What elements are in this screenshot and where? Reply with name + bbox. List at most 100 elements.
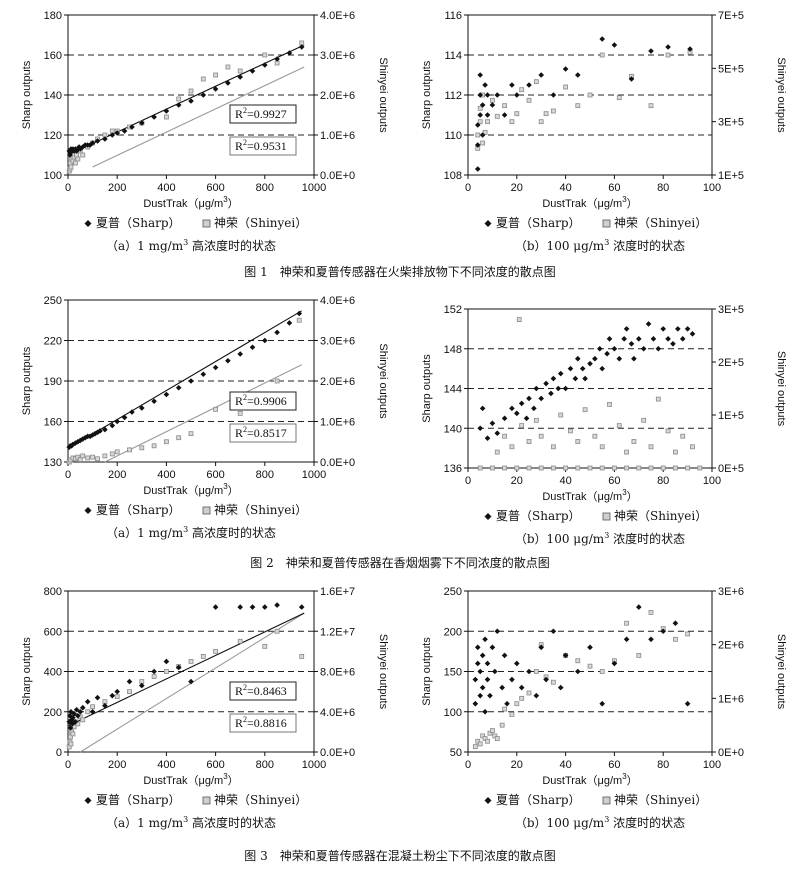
- sharp-point: [509, 405, 515, 412]
- shinyei-point: [655, 396, 661, 402]
- shinyei-point: [299, 654, 305, 659]
- y2-tick-label: 3E+6: [718, 586, 744, 598]
- shinyei-point: [685, 465, 690, 471]
- shinyei-point: [80, 152, 86, 158]
- x-tick-label: 80: [657, 475, 669, 487]
- sharp-point: [623, 326, 630, 332]
- y-tick-label: 400: [44, 667, 62, 679]
- r2-r: R: [235, 394, 243, 408]
- shinyei-point: [636, 465, 642, 471]
- shinyei-point: [499, 722, 505, 728]
- sharp-point: [484, 660, 491, 667]
- sharp-point: [286, 50, 293, 56]
- r2-value: =0.8816: [247, 716, 287, 730]
- shinyei-point: [139, 445, 145, 451]
- shinyei-point: [90, 704, 95, 710]
- sharp-point: [494, 628, 501, 635]
- x-axis-label: DustTrak（μg/m3）: [143, 772, 238, 787]
- sharp-point: [479, 132, 486, 138]
- y2-tick-label: 1E+6: [718, 693, 744, 705]
- shinyei-point: [648, 610, 654, 615]
- sharp-point: [212, 364, 219, 371]
- sharp-point: [548, 390, 554, 397]
- sub-caption: （b）100 μg/m3 浓度时的状态: [515, 531, 685, 546]
- sharp-point: [538, 395, 544, 402]
- shinyei-point: [582, 407, 588, 413]
- sharp-point: [679, 336, 686, 342]
- r2-r: R: [235, 139, 243, 153]
- x-tick-label: 800: [256, 182, 274, 194]
- sharp-point: [533, 385, 540, 392]
- shinyei-point: [563, 465, 568, 471]
- legend-label-sharp: 夏普（Sharp）: [496, 509, 581, 523]
- sharp-point: [514, 410, 520, 417]
- sub-caption-text: （b）100 μg/m: [515, 816, 605, 830]
- chart-fig3a: 0 200 400 600 800 1000 0 200 400 600 800 0.0E+0 4.0E…: [21, 586, 389, 830]
- sharp-point: [479, 684, 486, 691]
- sharp-point: [592, 355, 598, 362]
- sub-caption-sup: 3: [604, 531, 609, 540]
- y2-tick-label: 2E+6: [718, 640, 744, 652]
- sharp-point: [660, 326, 666, 332]
- shinyei-point: [489, 97, 495, 103]
- sub-caption-sup: 3: [183, 238, 188, 247]
- shinyei-point: [77, 457, 83, 462]
- sharp-point: [94, 138, 101, 144]
- x-tick-label: 1000: [302, 182, 326, 194]
- legend-marker-sharp: [484, 220, 492, 227]
- y-axis-label: Sharp outputs: [21, 637, 33, 706]
- sharp-point: [487, 692, 493, 699]
- sharp-point: [479, 405, 486, 412]
- r2-box-sharp: R2=0.8463: [229, 681, 297, 701]
- y-tick-label: 50: [450, 747, 462, 759]
- sharp-point: [298, 604, 305, 610]
- sub-caption-sup: 3: [183, 815, 188, 824]
- shinyei-point: [592, 433, 598, 439]
- x-tick-label: 400: [157, 182, 175, 194]
- shinyei-point: [599, 444, 605, 450]
- sharp-point: [298, 44, 305, 50]
- trendline-sharp: [67, 612, 305, 727]
- sharp-point: [509, 676, 515, 683]
- y2-tick-label: 1.0E+6: [320, 417, 355, 429]
- sharp-point: [599, 700, 605, 707]
- y2-tick-label: 2E+5: [718, 357, 744, 369]
- sharp-point: [648, 636, 654, 643]
- y2-axis-label: Shinyei outputs: [775, 57, 787, 133]
- r2-box-frame: [229, 391, 297, 411]
- x-tick-label: 100: [703, 475, 721, 487]
- sharp-point: [543, 380, 549, 387]
- sharp-point: [562, 66, 569, 72]
- legend-marker-shinyei: [202, 219, 211, 228]
- sharp-point: [66, 719, 73, 725]
- sharp-point: [121, 128, 128, 134]
- x-tick-label: 0: [465, 182, 471, 194]
- shinyei-point: [587, 663, 593, 669]
- y2-tick-label: 5E+5: [718, 63, 744, 75]
- sub-caption-end: 高浓度时的状态: [188, 815, 276, 830]
- sharp-point: [611, 660, 618, 667]
- y2-tick-label: 1E+5: [718, 170, 744, 182]
- sharp-point: [518, 684, 525, 691]
- y-tick-label: 110: [444, 130, 462, 142]
- y2-tick-label: 0.0E+0: [320, 457, 355, 469]
- x-axis-label-close: ）: [228, 197, 239, 210]
- x-tick-label: 400: [157, 759, 175, 771]
- x-axis-label-sup: 3: [622, 772, 627, 781]
- sub-caption: （b）100 μg/m3 浓度时的状态: [515, 815, 685, 830]
- shinyei-point: [213, 72, 219, 78]
- r2-value: =0.9927: [247, 107, 287, 121]
- shinyei-point: [526, 690, 532, 696]
- sharp-point: [175, 384, 182, 391]
- sharp-point: [484, 676, 491, 683]
- y-tick-label: 160: [44, 417, 62, 429]
- y-tick-label: 144: [444, 384, 462, 396]
- x-axis-label-text: DustTrak（μg/m: [542, 774, 622, 787]
- shinyei-point: [624, 465, 629, 471]
- shinyei-point: [75, 156, 81, 162]
- shinyei-point: [213, 406, 219, 412]
- sharp-point: [606, 336, 613, 342]
- x-axis-label-text: DustTrak（μg/m: [143, 197, 223, 210]
- y-tick-label: 200: [444, 626, 462, 638]
- trendline-sharp: [67, 310, 302, 449]
